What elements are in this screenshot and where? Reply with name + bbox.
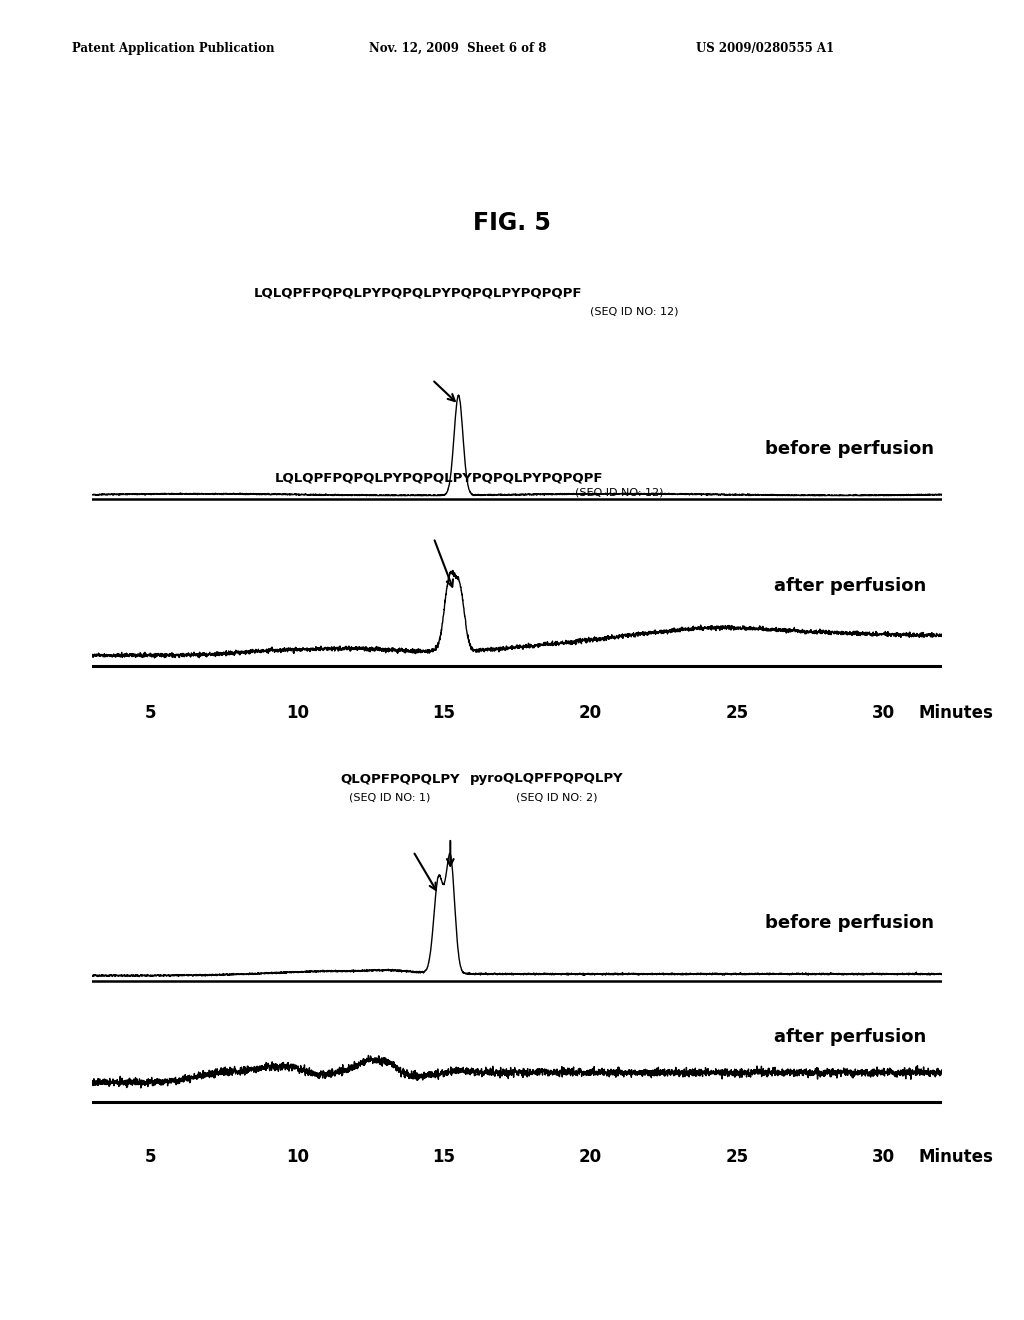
Text: pyroQLQPFPQPQLPY: pyroQLQPFPQPQLPY: [470, 772, 624, 785]
Text: 5: 5: [145, 704, 157, 722]
Text: 25: 25: [725, 1148, 749, 1167]
Text: (SEQ ID NO: 2): (SEQ ID NO: 2): [516, 792, 597, 803]
Text: after perfusion: after perfusion: [774, 577, 926, 595]
Text: LQLQPFPQPQLPYPQPQLPYPQPQLPYPQPQPF: LQLQPFPQPQLPYPQPQLPYPQPQLPYPQPQPF: [253, 286, 582, 300]
Text: 10: 10: [286, 1148, 309, 1167]
Text: (SEQ ID NO: 12): (SEQ ID NO: 12): [590, 306, 679, 317]
Text: Patent Application Publication: Patent Application Publication: [72, 42, 274, 55]
Text: 20: 20: [579, 704, 602, 722]
Text: 30: 30: [871, 1148, 895, 1167]
Text: 30: 30: [871, 704, 895, 722]
Text: QLQPFPQPQLPY: QLQPFPQPQLPY: [340, 772, 460, 785]
Text: 20: 20: [579, 1148, 602, 1167]
Text: before perfusion: before perfusion: [765, 915, 935, 932]
Text: 5: 5: [145, 1148, 157, 1167]
Text: Nov. 12, 2009  Sheet 6 of 8: Nov. 12, 2009 Sheet 6 of 8: [369, 42, 546, 55]
Text: US 2009/0280555 A1: US 2009/0280555 A1: [696, 42, 835, 55]
Text: 10: 10: [286, 704, 309, 722]
Text: Minutes: Minutes: [919, 704, 993, 722]
Text: 15: 15: [432, 1148, 456, 1167]
Text: (SEQ ID NO: 1): (SEQ ID NO: 1): [349, 792, 430, 803]
Text: Minutes: Minutes: [919, 1148, 993, 1167]
Text: (SEQ ID NO: 12): (SEQ ID NO: 12): [575, 487, 664, 498]
Text: LQLQPFPQPQLPYPQPQLPYPQPQLPYPQPQPF: LQLQPFPQPQLPYPQPQLPYPQPQLPYPQPQPF: [275, 471, 604, 484]
Text: 25: 25: [725, 704, 749, 722]
Text: FIG. 5: FIG. 5: [473, 211, 551, 235]
Text: after perfusion: after perfusion: [774, 1028, 926, 1045]
Text: before perfusion: before perfusion: [765, 440, 935, 458]
Text: 15: 15: [432, 704, 456, 722]
